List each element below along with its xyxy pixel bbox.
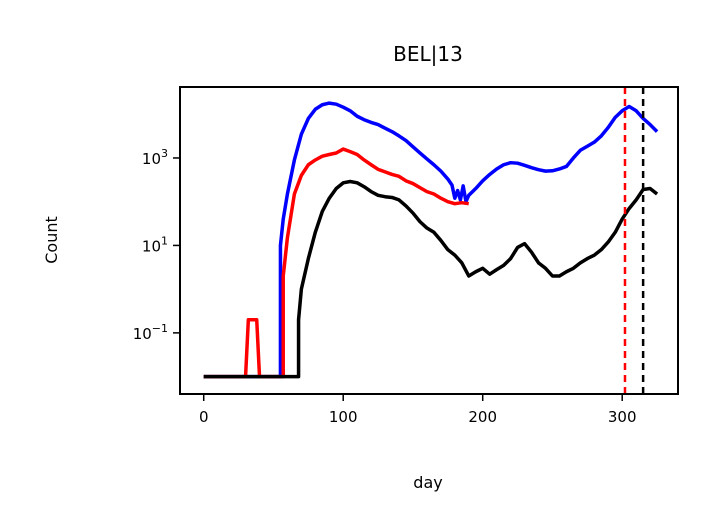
series-line-2 bbox=[203, 147, 470, 379]
series-line-3 bbox=[203, 179, 659, 379]
x-tick-label: 200 bbox=[468, 408, 497, 426]
x-tick-label: 300 bbox=[608, 408, 637, 426]
series-line-1 bbox=[203, 101, 659, 379]
x-tick-label: 100 bbox=[329, 408, 358, 426]
plot-content bbox=[203, 87, 659, 394]
plot-frame bbox=[179, 86, 679, 395]
y-axis: 10−1 101 103 bbox=[133, 147, 180, 343]
x-tick-label: 0 bbox=[199, 408, 209, 426]
y-tick-label: 10−1 bbox=[133, 322, 168, 343]
y-tick-label: 103 bbox=[142, 147, 168, 168]
x-axis: 0 100 200 300 bbox=[199, 394, 637, 426]
x-axis-label: day bbox=[413, 473, 442, 492]
y-tick-label: 101 bbox=[142, 234, 168, 255]
chart-title: BEL|13 bbox=[393, 42, 463, 66]
y-axis-label: Count bbox=[42, 216, 61, 264]
